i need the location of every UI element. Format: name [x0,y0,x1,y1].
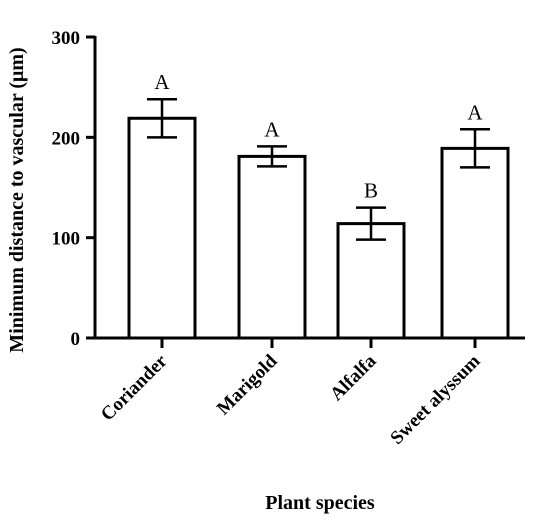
y-axis-title: Minimum distance to vascular (μm) [6,47,28,352]
y-tick-label: 200 [52,128,81,149]
bar [336,222,406,340]
x-tick-label: Alfalfa [326,350,381,405]
y-axis: 0 100 200 300 [52,28,97,350]
bars-group: A A B A [127,70,510,340]
bar [440,146,510,340]
significance-letter: A [154,70,170,94]
x-tick-label: Sweet alyssum [386,351,484,449]
significance-letter: B [364,179,378,203]
y-tick-label: 0 [71,329,81,350]
x-axis: Coriander Marigold Alfalfa Sweet alyssum [93,336,525,449]
y-tick-label: 300 [52,28,81,49]
x-tick-label: Marigold [213,350,282,419]
bar [127,116,197,340]
significance-letter: A [264,117,280,141]
x-axis-title: Plant species [265,492,375,514]
significance-letter: A [467,100,483,124]
x-tick-label: Coriander [97,350,172,425]
y-tick-label: 100 [52,229,81,250]
bar [237,154,307,340]
